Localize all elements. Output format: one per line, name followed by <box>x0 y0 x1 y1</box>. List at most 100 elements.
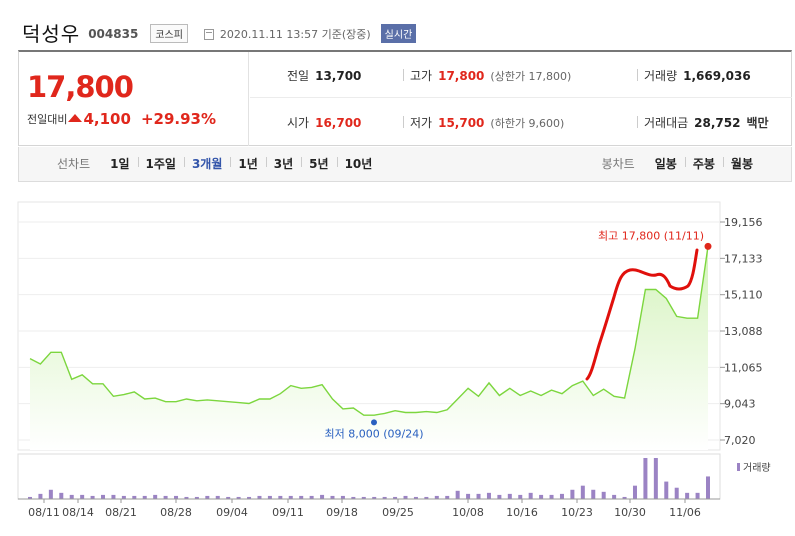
volume-bar <box>267 495 272 499</box>
high-label: 고가 <box>410 69 433 83</box>
lower-limit: (하한가 9,600) <box>490 117 565 130</box>
volume-bar <box>320 494 325 499</box>
x-tick-label: 10/16 <box>506 506 538 519</box>
volume-bar <box>174 495 179 499</box>
low-label: 최저 8,000 (09/24) <box>324 427 423 440</box>
volume-bar <box>445 495 450 499</box>
volume-bar <box>486 492 491 499</box>
realtime-button[interactable]: 실시간 <box>380 24 417 43</box>
volume-value: 1,669,036 <box>683 69 751 83</box>
volume-bar <box>706 476 710 499</box>
volume-bar <box>455 490 460 499</box>
volume-bar <box>215 495 220 499</box>
low-price: 저가 15,700 (하한가 9,600) <box>410 114 564 131</box>
volume: 거래량 1,669,036 <box>644 67 751 84</box>
tab-monthly[interactable]: 월봉 <box>722 155 761 172</box>
low-label: 저가 <box>410 116 433 130</box>
stats-row: 시가 16,700 저가 15,700 (하한가 9,600) 거래대금 28,… <box>250 99 792 145</box>
divider <box>637 69 638 81</box>
volume-bar <box>674 487 679 499</box>
volume-bar <box>497 494 502 499</box>
tab-10y[interactable]: 10년 <box>336 155 381 172</box>
tab-weekly[interactable]: 주봉 <box>684 155 723 172</box>
volume-bar <box>653 458 658 499</box>
volume-bar <box>632 485 637 499</box>
quote-summary: 17,800 전일대비 4,100 +29.93% 전일 13,700 고가 1… <box>18 50 792 146</box>
x-tick-label: 08/28 <box>160 506 192 519</box>
calendar-icon <box>203 28 214 40</box>
volume-bar <box>111 494 116 499</box>
volume-bar <box>28 496 32 499</box>
amount-unit: 백만 <box>746 116 769 130</box>
volume-chart: 거래량 <box>17 453 771 500</box>
current-price: 17,800 <box>27 70 134 104</box>
x-tick-label: 09/18 <box>326 506 358 519</box>
up-arrow-icon <box>68 114 83 122</box>
volume-bar <box>559 493 564 499</box>
tab-1w[interactable]: 1주일 <box>137 155 184 172</box>
volume-bar <box>48 489 53 499</box>
divider <box>637 116 638 128</box>
change-label: 전일대비 <box>27 113 68 126</box>
volume-bar <box>309 495 314 499</box>
change-rate: +29.93% <box>140 110 216 128</box>
candle-chart-label: 봉차트 <box>601 157 635 171</box>
line-chart-tabs: 선차트 1일 1주일 3개월 1년 3년 5년 10년 <box>19 147 380 180</box>
y-tick-label: 7,020 <box>724 434 756 447</box>
volume-bar <box>685 492 690 499</box>
volume-bar <box>580 485 585 499</box>
volume-bar <box>413 496 418 499</box>
volume-legend-swatch <box>737 463 740 471</box>
volume-legend-label: 거래량 <box>743 462 771 474</box>
open-value: 16,700 <box>315 116 362 130</box>
volume-bar <box>434 495 439 499</box>
volume-bar <box>69 494 74 499</box>
y-tick-label: 17,133 <box>724 252 763 265</box>
volume-bar <box>393 496 398 499</box>
y-tick-label: 11,065 <box>724 361 763 374</box>
price-line <box>29 246 709 416</box>
tab-daily[interactable]: 일봉 <box>654 157 677 171</box>
line-chart-label: 선차트 <box>57 157 91 171</box>
candle-chart-tabs: 봉차트 일봉 주봉 월봉 <box>602 147 791 180</box>
volume-bar <box>507 493 512 499</box>
tab-3m[interactable]: 3개월 <box>183 155 230 172</box>
volume-bar <box>142 495 147 499</box>
tab-1d[interactable]: 1일 <box>110 157 130 171</box>
y-tick-label: 15,110 <box>724 289 763 302</box>
volume-bar <box>382 496 387 499</box>
y-tick-label: 19,156 <box>724 216 763 229</box>
divider <box>403 69 404 81</box>
volume-bar <box>184 496 189 499</box>
upper-limit: (상한가 17,800) <box>490 70 572 83</box>
tab-3y[interactable]: 3년 <box>265 155 301 172</box>
volume-bar <box>121 495 126 499</box>
volume-bar <box>278 495 283 499</box>
low-point-marker <box>371 419 377 426</box>
volume-bar <box>612 494 617 499</box>
hand-drawn-annotation <box>585 248 699 381</box>
x-tick-label: 08/11 <box>28 506 60 519</box>
volume-bar <box>518 494 523 499</box>
tab-5y[interactable]: 5년 <box>301 155 336 172</box>
volume-bar <box>539 494 544 499</box>
volume-bar <box>466 493 471 499</box>
high-label: 최고 17,800 (11/11) <box>598 229 704 242</box>
x-tick-label: 08/21 <box>105 506 137 519</box>
stats-grid: 전일 13,700 고가 17,800 (상한가 17,800) 거래량 1,6… <box>250 52 792 146</box>
volume-bar <box>59 492 64 499</box>
volume-bar <box>340 495 345 499</box>
volume-bar <box>601 491 606 499</box>
prev-close-label: 전일 <box>287 69 310 83</box>
price-chart[interactable]: 19,156 17,133 15,110 13,088 11,065 9,043 7,020… <box>0 182 795 536</box>
tab-1y[interactable]: 1년 <box>230 155 265 172</box>
x-tick-label: 10/30 <box>614 506 646 519</box>
y-tick-label: 13,088 <box>724 325 763 338</box>
prev-close: 전일 13,700 <box>287 67 361 84</box>
open-label: 시가 <box>287 116 310 130</box>
volume-bar <box>330 495 335 499</box>
volume-bar <box>351 496 356 499</box>
price-change: 전일대비 4,100 +29.93% <box>27 110 216 128</box>
volume-bar <box>90 495 95 499</box>
volume-bar <box>403 495 408 499</box>
